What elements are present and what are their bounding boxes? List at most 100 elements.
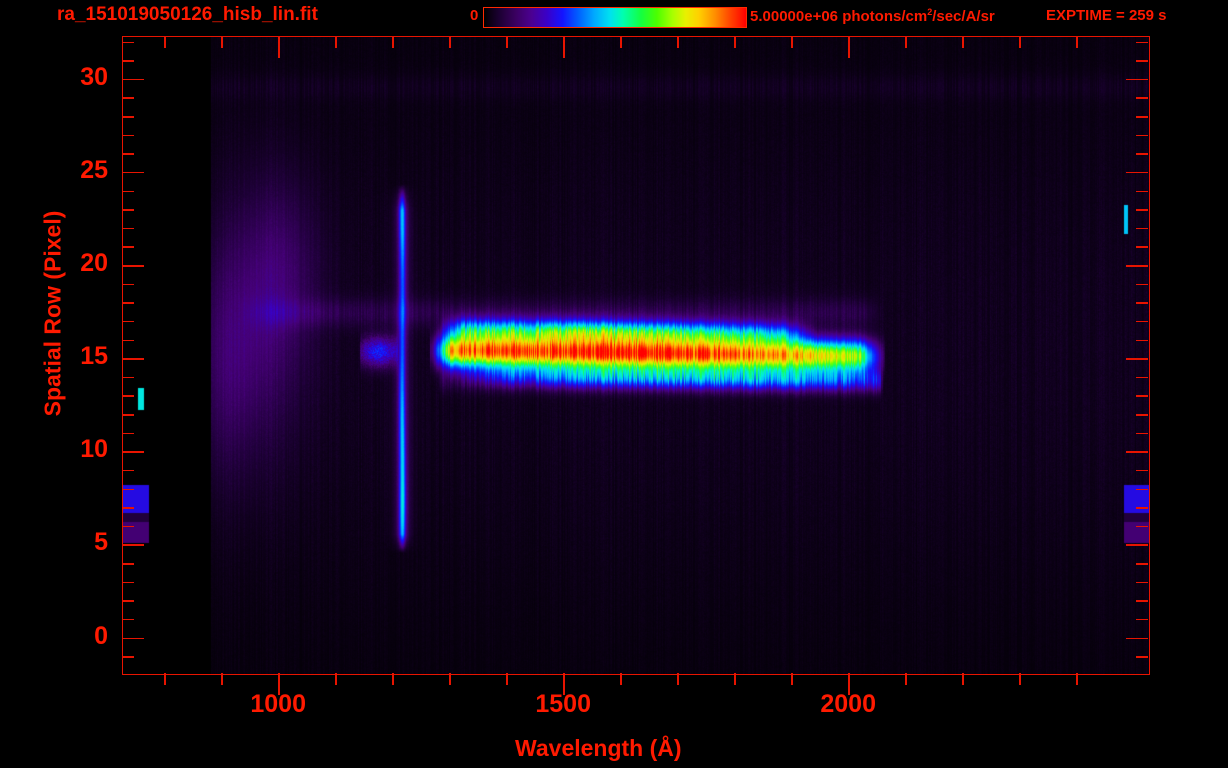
ytickmin (122, 320, 134, 323)
xtickminT (164, 36, 166, 48)
xtickmin (620, 673, 622, 685)
x-tick-label: 2000 (820, 690, 876, 718)
colorbar (483, 7, 747, 28)
ytickmin (122, 507, 134, 509)
ytickminR (1136, 320, 1148, 323)
xtickmin (734, 673, 736, 685)
ytickminR (1136, 97, 1148, 99)
xtickmajT (563, 36, 565, 58)
ytickmaj (122, 637, 144, 640)
ytickminR (1136, 525, 1148, 528)
ytickminR (1136, 227, 1148, 230)
xtickmajT (848, 36, 850, 58)
ytickmin (122, 227, 134, 230)
ytickminR (1136, 246, 1148, 248)
ytickmin (122, 283, 134, 286)
xtickmin (905, 673, 907, 685)
ytickminR (1136, 116, 1148, 118)
x-tick-label: 1500 (535, 690, 591, 718)
ytickmaj (122, 358, 144, 360)
xtickminT (905, 36, 907, 48)
y-tick-label: 15 (80, 342, 108, 371)
ytickmin (122, 618, 134, 621)
ytickmajR (1126, 544, 1148, 546)
colorbar-units-pre: photons/cm (842, 8, 928, 25)
xtickmin (677, 673, 679, 685)
ytickminR (1136, 395, 1148, 397)
ytickmin (122, 600, 134, 602)
ytickmin (122, 469, 134, 472)
ytickmajR (1126, 265, 1148, 267)
xtickmin (1076, 673, 1078, 685)
ytickmin (122, 656, 134, 658)
y-tick-label: 5 (94, 528, 108, 557)
y-tick-label: 20 (80, 249, 108, 278)
ytickminR (1136, 656, 1148, 658)
ytickminR (1136, 41, 1148, 44)
y-tick-label: 0 (94, 621, 108, 650)
ytickmin (122, 432, 134, 435)
ytickminR (1136, 507, 1148, 509)
ytickmin (122, 246, 134, 248)
y-tick-label: 25 (80, 155, 108, 184)
ytickminR (1136, 190, 1148, 193)
ytickminR (1136, 488, 1148, 491)
xtickminT (620, 36, 622, 48)
ytickmin (122, 60, 134, 62)
ytickminR (1136, 581, 1148, 584)
ytickminR (1136, 153, 1148, 155)
ytickminR (1136, 414, 1148, 416)
xtickminT (677, 36, 679, 48)
ytickmin (122, 153, 134, 155)
spectrogram-plot-area (122, 36, 1150, 675)
xtickmin (791, 673, 793, 685)
ytickminR (1136, 209, 1148, 211)
y-tick-label: 30 (80, 62, 108, 91)
ytickmajR (1126, 637, 1148, 640)
ytickminR (1136, 339, 1148, 342)
ytickmajR (1126, 171, 1148, 174)
ytickminR (1136, 563, 1148, 565)
ytickmin (122, 376, 134, 379)
colorbar-max-value: 5.00000e+06 (750, 8, 839, 25)
y-tick-label: 10 (80, 435, 108, 464)
ytickminR (1136, 376, 1148, 379)
xtickmajT (278, 36, 280, 58)
ytickmin (122, 302, 134, 304)
xtickminT (221, 36, 223, 48)
xtickminT (1019, 36, 1021, 48)
ytickmin (122, 209, 134, 211)
ytickmin (122, 395, 134, 397)
ytickmin (122, 339, 134, 342)
xtickmin (962, 673, 964, 685)
ytickmajR (1126, 78, 1148, 81)
xtickmin (449, 673, 451, 685)
xtickminT (791, 36, 793, 48)
xtickminT (335, 36, 337, 48)
xtickmin (335, 673, 337, 685)
ytickmaj (122, 265, 144, 267)
ytickminR (1136, 283, 1148, 286)
ytickmin (122, 116, 134, 118)
xtickmaj (278, 673, 280, 695)
ytickmin (122, 488, 134, 491)
ytickmajR (1126, 451, 1148, 453)
ytickminR (1136, 134, 1148, 137)
ytickmin (122, 190, 134, 193)
xtickminT (392, 36, 394, 48)
ytickmin (122, 563, 134, 565)
ytickmin (122, 97, 134, 99)
ytickmin (122, 414, 134, 416)
ytickmin (122, 525, 134, 528)
xtickminT (962, 36, 964, 48)
ytickmaj (122, 78, 144, 81)
ytickminR (1136, 432, 1148, 435)
ytickminR (1136, 618, 1148, 621)
xtickmaj (563, 673, 565, 695)
xtickminT (1076, 36, 1078, 48)
ytickmin (122, 134, 134, 137)
x-axis-title: Wavelength (Å) (515, 735, 682, 761)
xtickminT (449, 36, 451, 48)
xtickmin (221, 673, 223, 685)
